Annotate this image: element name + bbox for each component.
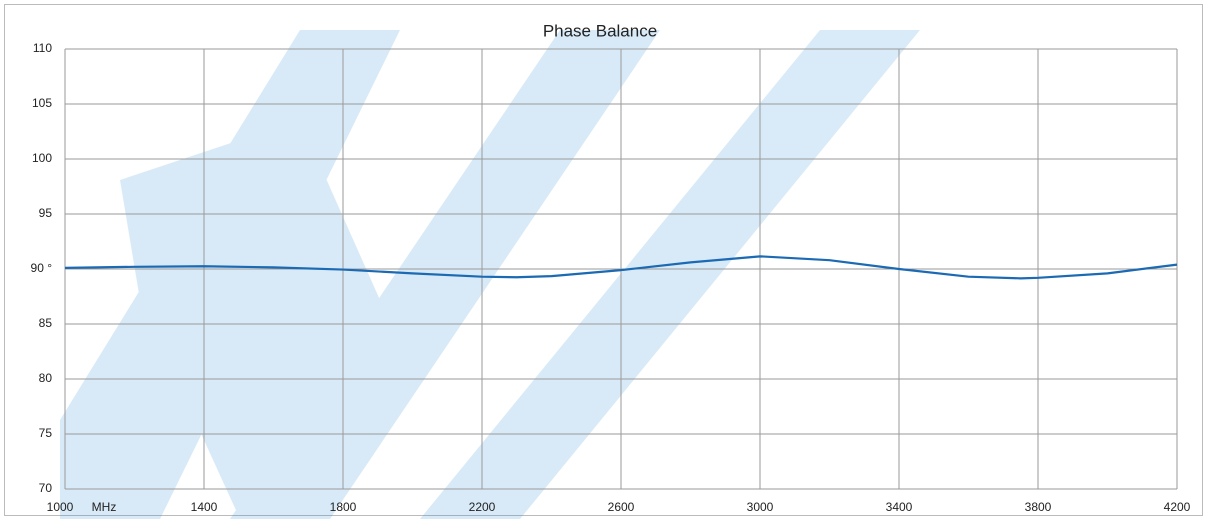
x-tick-label: 1800	[330, 500, 357, 514]
x-tick-label: 2200	[469, 500, 496, 514]
y-tick-label: 105	[32, 96, 52, 110]
x-tick-label: 3400	[886, 500, 913, 514]
y-tick-label: 85	[39, 316, 53, 330]
y-tick-label: 95	[39, 206, 53, 220]
chart-title: Phase Balance	[543, 21, 657, 40]
x-tick-label: 3000	[747, 500, 774, 514]
x-axis-label: MHz	[92, 500, 117, 514]
x-tick-label: 4200	[1164, 500, 1191, 514]
x-tick-label: 1000	[47, 500, 74, 514]
y-tick-label: 80	[39, 371, 53, 385]
y-tick-label: 110	[33, 41, 52, 55]
y-tick-label: 70	[39, 481, 53, 495]
x-tick-label: 2600	[608, 500, 635, 514]
x-tick-label: 1400	[191, 500, 218, 514]
y-tick-label: 100	[32, 151, 52, 165]
y-tick-label: 75	[39, 426, 53, 440]
chart: Phase Balance MHz 70 75 80 85 90 ° 95 100 105 11…	[0, 0, 1206, 519]
x-tick-label: 3800	[1025, 500, 1052, 514]
y-tick-label: 90 °	[31, 261, 53, 275]
